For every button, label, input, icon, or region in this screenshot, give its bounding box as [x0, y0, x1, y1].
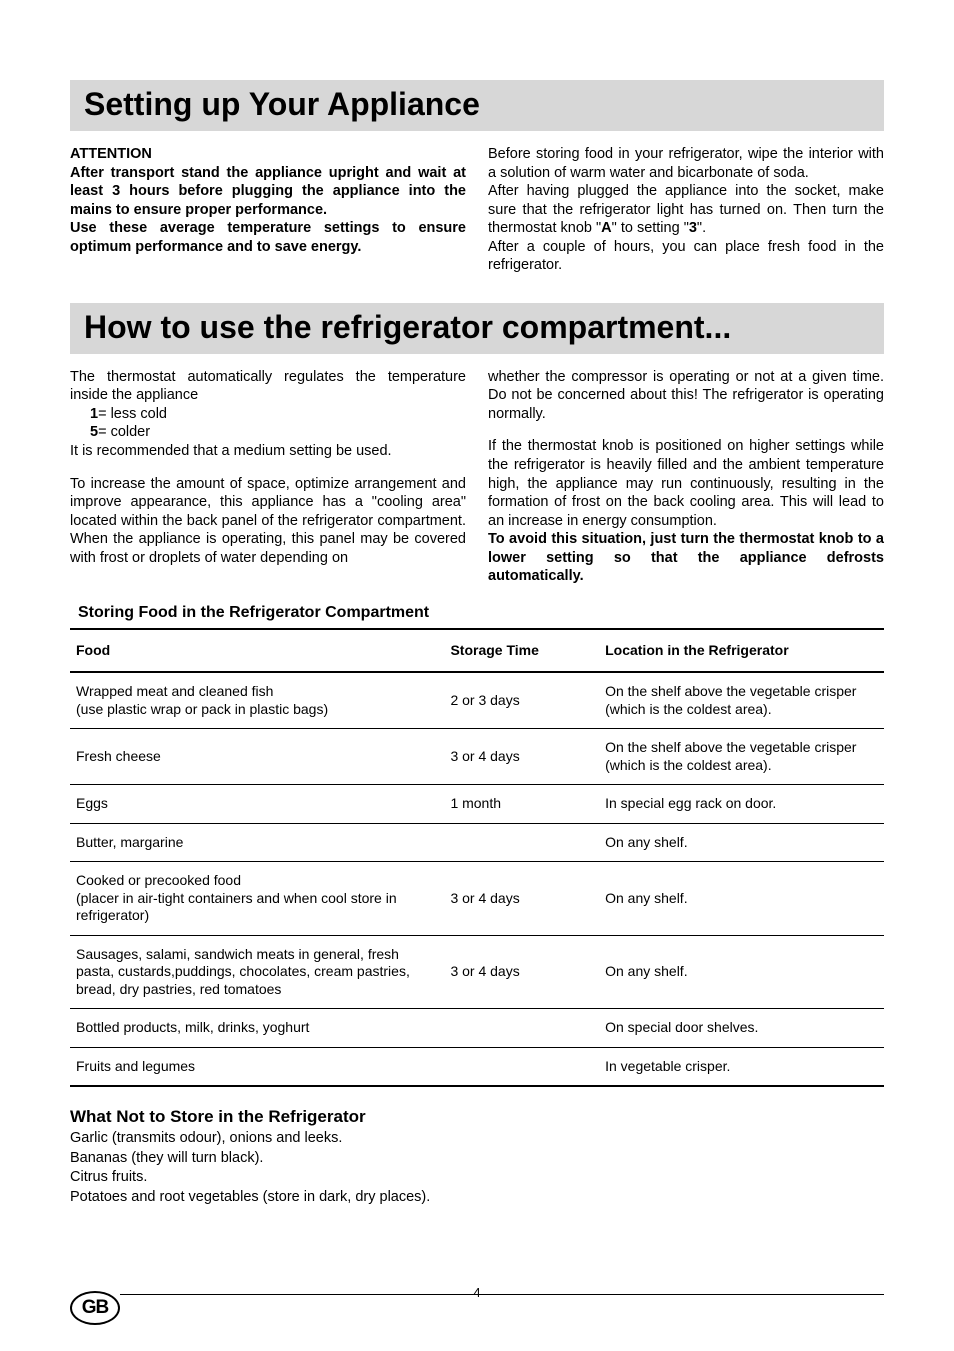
s1-right-p2c: ". [697, 220, 706, 236]
s2-right-p2: If the thermostat knob is positioned on … [488, 437, 884, 530]
th-loc: Location in the Refrigerator [599, 629, 884, 673]
cell-food: Wrapped meat and cleaned fish (use plast… [70, 672, 444, 729]
th-time: Storage Time [444, 629, 599, 673]
s1-right-3: 3 [689, 220, 697, 236]
table-row: Butter, margarine On any shelf. [70, 823, 884, 862]
cell-time: 1 month [444, 785, 599, 824]
s2-right-p1: whether the compressor is operating or n… [488, 368, 884, 424]
s1-right-p3: After a couple of hours, you can place f… [488, 239, 884, 274]
notstore-list: Garlic (transmits odour), onions and lee… [70, 1129, 884, 1207]
section1-heading: Setting up Your Appliance [70, 80, 884, 131]
table-row: Cooked or precooked food (placer in air-… [70, 862, 884, 936]
cell-location: On any shelf. [599, 862, 884, 936]
table-row: Fruits and legumes In vegetable crisper. [70, 1047, 884, 1086]
cell-time: 2 or 3 days [444, 672, 599, 729]
cell-food: Bottled products, milk, drinks, yoghurt [70, 1009, 444, 1048]
section1-right-col: Before storing food in your refrigerator… [488, 145, 884, 275]
cell-location: On any shelf. [599, 935, 884, 1009]
s2-left-intro: The thermostat automatically regulates t… [70, 368, 466, 405]
section1-body: ATTENTION After transport stand the appl… [70, 145, 884, 275]
page-number: 4 [70, 1285, 884, 1300]
section2-body: The thermostat automatically regulates t… [70, 368, 884, 586]
cell-food: Fruits and legumes [70, 1047, 444, 1086]
cell-food: Eggs [70, 785, 444, 824]
table-row: Sausages, salami, sandwich meats in gene… [70, 935, 884, 1009]
section1-left-col: ATTENTION After transport stand the appl… [70, 145, 466, 275]
table-row: Wrapped meat and cleaned fish (use plast… [70, 672, 884, 729]
attention-body-1: After transport stand the appliance upri… [70, 164, 466, 220]
s2-right-bold: To avoid this situation, just turn the t… [488, 530, 884, 586]
thermo-key-5: 5 [90, 423, 98, 442]
section2-left-col: The thermostat automatically regulates t… [70, 368, 466, 586]
page-footer: GB 4 [70, 1277, 884, 1311]
cell-time: 3 or 4 days [444, 729, 599, 785]
thermo-val-5: = colder [98, 423, 150, 442]
cell-location: In vegetable crisper. [599, 1047, 884, 1086]
s1-right-p1: Before storing food in your refrigerator… [488, 146, 884, 181]
table-row: Eggs1 monthIn special egg rack on door. [70, 785, 884, 824]
cell-food: Sausages, salami, sandwich meats in gene… [70, 935, 444, 1009]
food-storage-table: Food Storage Time Location in the Refrig… [70, 628, 884, 1088]
cell-time: 3 or 4 days [444, 935, 599, 1009]
cell-time [444, 1047, 599, 1086]
cell-food: Butter, margarine [70, 823, 444, 862]
cell-food: Fresh cheese [70, 729, 444, 785]
attention-label: ATTENTION [70, 145, 466, 164]
thermo-key-1: 1 [90, 405, 98, 424]
s1-right-A: A [601, 220, 611, 236]
th-food: Food [70, 629, 444, 673]
notstore-line: Citrus fruits. [70, 1168, 884, 1188]
cell-time: 3 or 4 days [444, 862, 599, 936]
s2-left-para2: To increase the amount of space, optimiz… [70, 475, 466, 568]
cell-location: In special egg rack on door. [599, 785, 884, 824]
thermo-val-1: = less cold [98, 405, 167, 424]
notstore-heading: What Not to Store in the Refrigerator [70, 1107, 884, 1127]
cell-location: On the shelf above the vegetable crisper… [599, 672, 884, 729]
notstore-line: Potatoes and root vegetables (store in d… [70, 1188, 884, 1208]
table-title: Storing Food in the Refrigerator Compart… [78, 604, 884, 622]
cell-location: On special door shelves. [599, 1009, 884, 1048]
cell-location: On the shelf above the vegetable crisper… [599, 729, 884, 785]
attention-body-2: Use these average temperature settings t… [70, 219, 466, 256]
s1-right-p2b: " to setting " [612, 220, 689, 236]
section2-right-col: whether the compressor is operating or n… [488, 368, 884, 586]
notstore-line: Bananas (they will turn black). [70, 1149, 884, 1169]
table-row: Bottled products, milk, drinks, yoghurt O… [70, 1009, 884, 1048]
s2-left-rec: It is recommended that a medium setting … [70, 442, 466, 461]
table-row: Fresh cheese3 or 4 daysOn the shelf abov… [70, 729, 884, 785]
cell-time [444, 1009, 599, 1048]
notstore-line: Garlic (transmits odour), onions and lee… [70, 1129, 884, 1149]
section2-heading: How to use the refrigerator compartment.… [70, 303, 884, 354]
cell-time [444, 823, 599, 862]
cell-food: Cooked or precooked food (placer in air-… [70, 862, 444, 936]
cell-location: On any shelf. [599, 823, 884, 862]
